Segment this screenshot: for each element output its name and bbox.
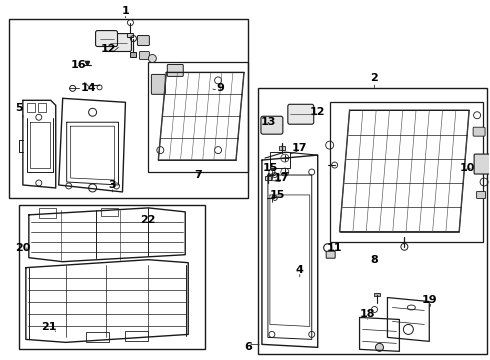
Text: 12: 12 [310,107,325,117]
Circle shape [148,54,156,62]
FancyBboxPatch shape [167,64,183,76]
Bar [125,332,148,341]
Text: 14: 14 [81,84,97,93]
FancyBboxPatch shape [96,31,118,46]
FancyBboxPatch shape [140,51,149,59]
Bar [19,205,205,349]
Bar [270,152,290,168]
Text: 8: 8 [370,255,378,265]
FancyBboxPatch shape [261,116,283,134]
Text: 1: 1 [122,6,129,15]
Text: 6: 6 [244,342,252,352]
FancyBboxPatch shape [151,75,165,94]
Text: 11: 11 [327,243,343,253]
FancyBboxPatch shape [130,53,136,58]
Bar [258,88,487,354]
FancyBboxPatch shape [127,32,133,37]
Text: 19: 19 [421,294,437,305]
Text: 3: 3 [109,180,116,190]
FancyBboxPatch shape [265,176,271,180]
Text: 21: 21 [41,323,56,332]
Text: 15: 15 [262,163,278,173]
Text: 20: 20 [15,243,30,253]
Text: 22: 22 [141,215,156,225]
Bar [330,102,483,242]
Text: 15: 15 [270,190,286,200]
Bar [38,103,46,112]
FancyBboxPatch shape [474,154,490,174]
FancyBboxPatch shape [374,293,380,296]
Text: 9: 9 [216,84,224,93]
Text: 2: 2 [370,73,378,84]
Text: 18: 18 [360,310,375,319]
Bar [39,208,56,218]
FancyBboxPatch shape [326,251,335,258]
FancyBboxPatch shape [473,127,485,136]
Text: 16: 16 [71,60,86,71]
FancyBboxPatch shape [288,104,314,124]
Text: 17: 17 [274,173,290,183]
Bar [86,332,108,342]
FancyBboxPatch shape [137,36,149,45]
Bar [148,62,248,172]
Text: 5: 5 [15,103,23,113]
Text: 12: 12 [101,44,116,54]
Text: 4: 4 [296,265,304,275]
FancyBboxPatch shape [477,192,486,198]
FancyBboxPatch shape [279,146,285,150]
Text: 10: 10 [460,163,475,173]
Circle shape [375,343,384,351]
Text: 7: 7 [195,170,202,180]
Bar [27,103,35,112]
Text: 13: 13 [260,117,275,127]
Bar [9,19,248,198]
Text: 17: 17 [292,143,308,153]
FancyBboxPatch shape [105,33,131,51]
Bar [100,208,119,216]
